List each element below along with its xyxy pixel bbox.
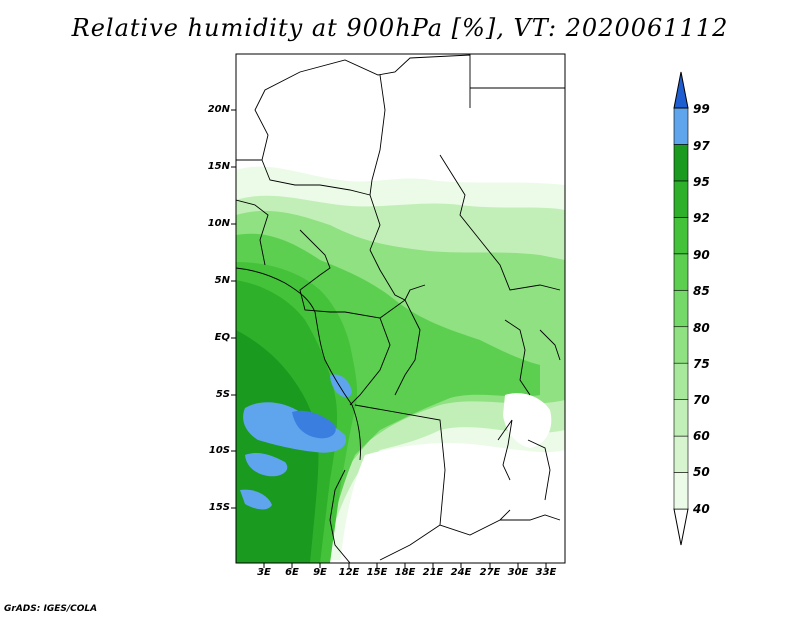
colorbar-swatch: [673, 107, 689, 145]
colorbar-swatch: [673, 253, 689, 291]
lon-label-33e: 33E: [535, 567, 557, 578]
lon-label-6e: 6E: [285, 567, 299, 578]
boundaries: [236, 54, 565, 563]
lon-label-18e: 18E: [394, 567, 416, 578]
colorbar-swatch: [673, 144, 689, 182]
colorbar-lower-cap: [673, 508, 689, 546]
lon-label-21e: 21E: [422, 567, 444, 578]
axis-ticks: [231, 109, 547, 568]
colorbar-label-95: 95: [693, 175, 710, 189]
lon-label-12e: 12E: [338, 567, 360, 578]
lon-label-15e: 15E: [366, 567, 388, 578]
colorbar-label-50: 50: [693, 465, 710, 479]
colorbar-swatch: [673, 362, 689, 400]
colorbar-label-90: 90: [693, 248, 710, 262]
lat-label-10n: 10N: [207, 218, 230, 229]
colorbar-label-99: 99: [693, 102, 710, 116]
lat-label-15s: 15S: [208, 502, 230, 513]
colorbar-label-85: 85: [693, 284, 710, 298]
colorbar-swatch: [673, 289, 689, 328]
colorbar-label-75: 75: [693, 357, 710, 371]
colorbar-label-40: 40: [693, 502, 710, 516]
colorbar-label-92: 92: [693, 211, 710, 225]
lon-label-30e: 30E: [507, 567, 529, 578]
lon-label-27e: 27E: [479, 567, 501, 578]
colorbar-label-97: 97: [693, 139, 710, 153]
lon-label-9e: 9E: [313, 567, 327, 578]
lon-label-3e: 3E: [257, 567, 271, 578]
colorbar-upper-cap: [673, 71, 689, 109]
colorbar-swatch: [673, 217, 689, 255]
map-title: Relative humidity at 900hPa [%], VT: 202…: [71, 14, 729, 42]
lat-label-5n: 5N: [214, 275, 230, 286]
colorbar-swatch: [673, 180, 689, 218]
lon-label-24e: 24E: [450, 567, 472, 578]
lat-label-20n: 20N: [207, 104, 230, 115]
lat-label-10s: 10S: [208, 445, 230, 456]
lat-label-15n: 15N: [207, 161, 230, 172]
lat-label-5s: 5S: [215, 389, 230, 400]
credit-text: GrADS: IGES/COLA: [4, 604, 98, 614]
colorbar-label-80: 80: [693, 321, 710, 335]
lat-label-eq: EQ: [214, 332, 230, 343]
colorbar: [673, 71, 689, 546]
colorbar-label-60: 60: [693, 429, 710, 443]
colorbar-swatch: [673, 399, 689, 437]
map-frame: [235, 53, 566, 564]
colorbar-swatch: [673, 326, 689, 364]
colorbar-swatch: [673, 435, 689, 473]
humidity-field: [236, 54, 565, 563]
colorbar-swatch: [673, 472, 689, 510]
colorbar-label-70: 70: [693, 393, 710, 407]
